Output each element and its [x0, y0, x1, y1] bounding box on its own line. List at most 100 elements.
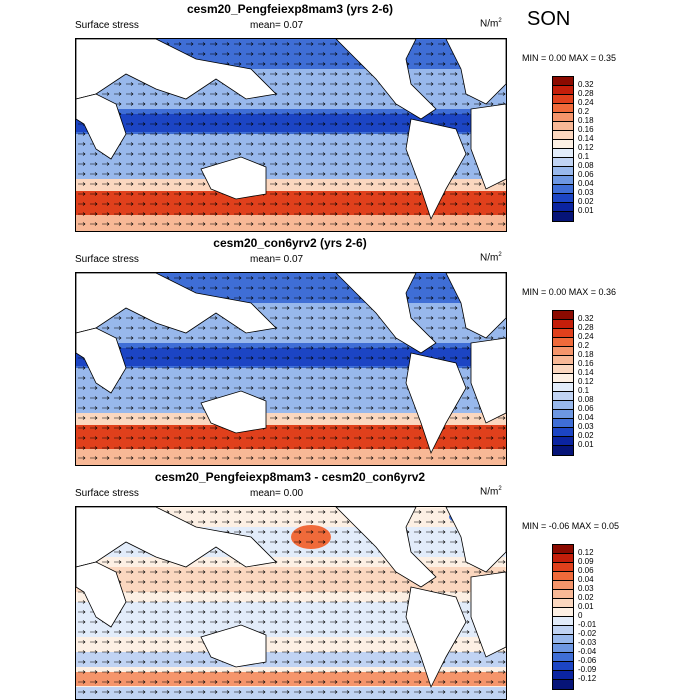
- colorbar-tick-label: 0.12: [578, 143, 594, 152]
- panel-1-title: cesm20_Pengfeiexp8mam3 (yrs 2-6): [186, 2, 394, 16]
- colorbar-tick-label: -0.04: [578, 647, 597, 656]
- colorbar-segment: [553, 320, 573, 329]
- colorbar-segment: [553, 644, 573, 653]
- colorbar-tick-label: -0.12: [578, 674, 597, 683]
- colorbar-tick-label: 0.24: [578, 98, 594, 107]
- colorbar-tick-label: 0.2: [578, 341, 590, 350]
- panel-3-colorbar: [552, 544, 574, 690]
- panel-1-minmax: MIN = 0.00 MAX = 0.35: [522, 53, 617, 63]
- colorbar-tick-label: 0.06: [578, 404, 594, 413]
- colorbar-segment: [553, 149, 573, 158]
- colorbar-tick-label: -0.02: [578, 629, 597, 638]
- colorbar-segment: [553, 608, 573, 617]
- colorbar-segment: [553, 599, 573, 608]
- colorbar-tick-label: 0.1: [578, 386, 590, 395]
- colorbar-tick-label: 0.28: [578, 323, 594, 332]
- colorbar-segment: [553, 680, 573, 689]
- colorbar-segment: [553, 662, 573, 671]
- colorbar-segment: [553, 563, 573, 572]
- colorbar-segment: [553, 554, 573, 563]
- colorbar-segment: [553, 365, 573, 374]
- colorbar-tick-label: 0.2: [578, 107, 590, 116]
- colorbar-tick-label: 0.18: [578, 350, 594, 359]
- colorbar-segment: [553, 158, 573, 167]
- colorbar-tick-label: 0.01: [578, 602, 594, 611]
- colorbar-segment: [553, 104, 573, 113]
- colorbar-segment: [553, 194, 573, 203]
- colorbar-segment: [553, 653, 573, 662]
- panel-2-units: N/m2: [480, 252, 502, 264]
- colorbar-segment: [553, 185, 573, 194]
- panel-2-variable-label: Surface stress: [75, 254, 139, 265]
- season-label: SON: [527, 8, 571, 30]
- colorbar-tick-label: 0.06: [578, 170, 594, 179]
- colorbar-segment: [553, 140, 573, 149]
- colorbar-segment: [553, 428, 573, 437]
- colorbar-tick-label: 0: [578, 611, 583, 620]
- colorbar-segment: [553, 383, 573, 392]
- colorbar-tick-label: -0.06: [578, 656, 597, 665]
- colorbar-tick-label: 0.03: [578, 188, 594, 197]
- colorbar-segment: [553, 338, 573, 347]
- colorbar-tick-label: 0.32: [578, 314, 594, 323]
- panel-2-mean: mean= 0.07: [250, 254, 304, 265]
- colorbar-tick-label: 0.02: [578, 197, 594, 206]
- panel-3-variable-label: Surface stress: [75, 488, 139, 499]
- colorbar-segment: [553, 617, 573, 626]
- colorbar-segment: [553, 122, 573, 131]
- colorbar-tick-label: 0.16: [578, 359, 594, 368]
- panel-3-units: N/m2: [480, 486, 502, 498]
- colorbar-segment: [553, 437, 573, 446]
- colorbar-segment: [553, 203, 573, 212]
- colorbar-segment: [553, 419, 573, 428]
- colorbar-tick-label: 0.14: [578, 368, 594, 377]
- colorbar-tick-label: 0.03: [578, 422, 594, 431]
- colorbar-tick-label: 0.02: [578, 431, 594, 440]
- colorbar-tick-label: -0.09: [578, 665, 597, 674]
- colorbar-segment: [553, 77, 573, 86]
- colorbar-tick-label: 0.01: [578, 440, 594, 449]
- colorbar-segment: [553, 392, 573, 401]
- colorbar-segment: [553, 131, 573, 140]
- panel-3-minmax: MIN = -0.06 MAX = 0.05: [522, 521, 620, 531]
- colorbar-tick-label: 0.01: [578, 206, 594, 215]
- colorbar-segment: [553, 410, 573, 419]
- colorbar-tick-label: 0.06: [578, 566, 594, 575]
- colorbar-tick-label: 0.04: [578, 575, 594, 584]
- colorbar-segment: [553, 626, 573, 635]
- colorbar-tick-label: 0.1: [578, 152, 590, 161]
- colorbar-segment: [553, 113, 573, 122]
- colorbar-tick-label: 0.12: [578, 548, 594, 557]
- panel-2-colorbar: [552, 310, 574, 456]
- colorbar-segment: [553, 545, 573, 554]
- colorbar-segment: [553, 329, 573, 338]
- panel-1-colorbar: [552, 76, 574, 222]
- panel-1-map: [75, 38, 507, 232]
- colorbar-segment: [553, 374, 573, 383]
- panel-1-units: N/m2: [480, 18, 502, 30]
- colorbar-tick-label: 0.12: [578, 377, 594, 386]
- colorbar-tick-label: 0.09: [578, 557, 594, 566]
- panel-2-title: cesm20_con6yrv2 (yrs 2-6): [213, 236, 367, 250]
- panel-3-mean: mean= 0.00: [250, 488, 304, 499]
- colorbar-segment: [553, 581, 573, 590]
- colorbar-tick-label: 0.04: [578, 413, 594, 422]
- colorbar-tick-label: -0.01: [578, 620, 597, 629]
- colorbar-tick-label: 0.28: [578, 89, 594, 98]
- panel-1-mean: mean= 0.07: [250, 20, 304, 31]
- colorbar-segment: [553, 86, 573, 95]
- colorbar-segment: [553, 590, 573, 599]
- colorbar-segment: [553, 311, 573, 320]
- colorbar-tick-label: 0.08: [578, 395, 594, 404]
- colorbar-segment: [553, 401, 573, 410]
- colorbar-segment: [553, 572, 573, 581]
- colorbar-tick-label: 0.32: [578, 80, 594, 89]
- colorbar-tick-label: 0.08: [578, 161, 594, 170]
- colorbar-tick-label: 0.24: [578, 332, 594, 341]
- colorbar-tick-label: 0.16: [578, 125, 594, 134]
- colorbar-segment: [553, 95, 573, 104]
- colorbar-segment: [553, 635, 573, 644]
- panel-3-title: cesm20_Pengfeiexp8mam3 - cesm20_con6yrv2: [154, 470, 426, 484]
- colorbar-segment: [553, 671, 573, 680]
- panel-1-variable-label: Surface stress: [75, 20, 139, 31]
